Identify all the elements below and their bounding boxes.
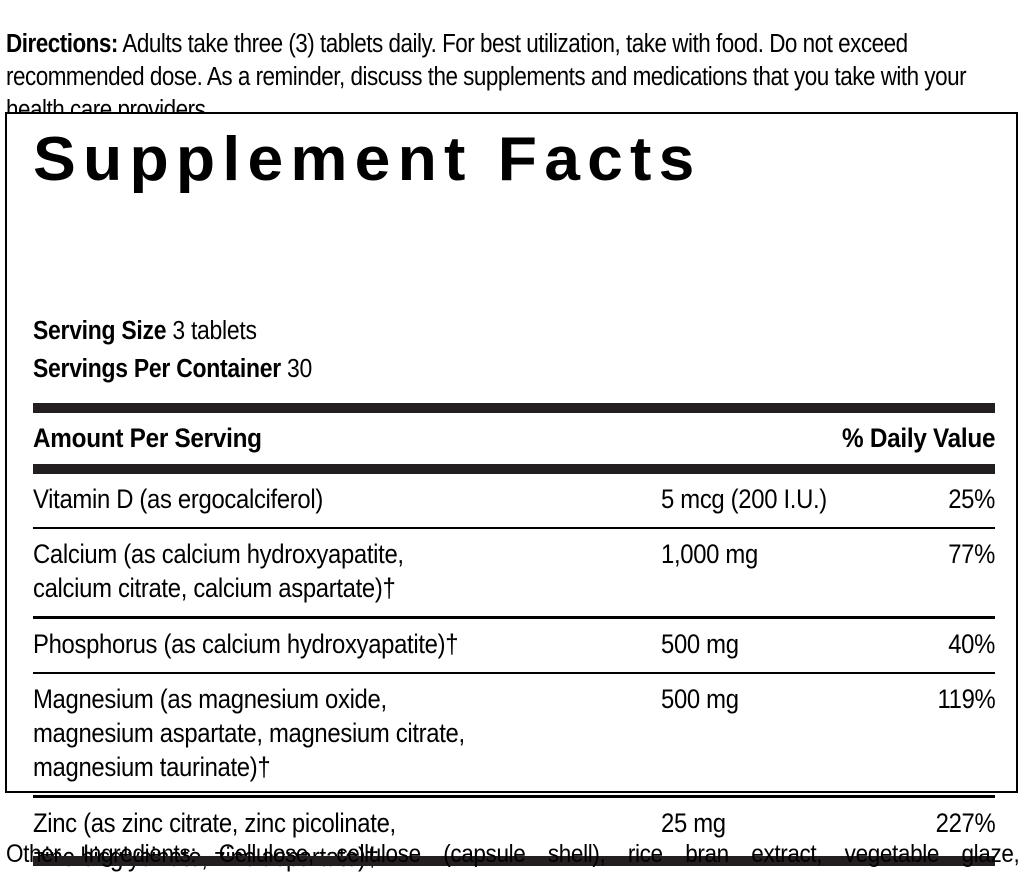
row-separator (33, 616, 995, 619)
serving-size-value: 3 tablets (166, 317, 257, 345)
daily-value-header: % Daily Value (841, 423, 995, 453)
directions-label: Directions: (6, 29, 118, 58)
row-separator (33, 671, 995, 675)
nutrient-name-line: Phosphorus (as calcium hydroxyapatite)† (33, 628, 459, 659)
nutrient-name: Magnesium (as magnesium oxide, magnesium … (33, 682, 663, 784)
servings-per-container-value: 30 (280, 355, 312, 383)
nutrient-name-line: magnesium aspartate, magnesium citrate, (33, 718, 465, 749)
nutrient-daily-value: 25% (948, 484, 995, 514)
nutrient-amount: 25 mg (661, 807, 726, 838)
nutrient-daily-value: 40% (948, 628, 995, 659)
nutrient-name-line: magnesium taurinate)† (33, 752, 271, 783)
nutrient-name-line: calcium citrate, calcium aspartate)† (33, 573, 396, 604)
nutrient-name-line: Calcium (as calcium hydroxyapatite, (33, 539, 404, 570)
nutrient-amount: 5 mcg (200 I.U.) (661, 484, 827, 514)
nutrient-daily-value: 227% (935, 807, 995, 838)
servings-per-container-line: Servings Per Container 30 (33, 350, 987, 388)
other-ingredients-line-1: Other Ingredients: Cellulose, cellulose … (6, 840, 1020, 868)
supplement-facts-title: Supplement Facts (33, 125, 702, 194)
supplement-facts-box: Supplement Facts Serving Size 3 tablets … (5, 112, 1018, 872)
nutrient-name-line: Vitamin D (as ergocalciferol) (33, 484, 323, 514)
nutrient-name: Calcium (as calcium hydroxyapatite, calci… (33, 537, 663, 605)
table-header-row: Amount Per Serving % Daily Value (33, 423, 995, 459)
row-separator (33, 795, 995, 798)
nutrient-name: Phosphorus (as calcium hydroxyapatite)† (33, 627, 663, 661)
servings-per-container-label: Servings Per Container (33, 355, 281, 383)
nutrient-daily-value: 77% (948, 539, 995, 570)
serving-size-line: Serving Size 3 tablets (33, 312, 987, 350)
nutrient-name-line: Magnesium (as magnesium oxide, (33, 684, 387, 715)
nutrient-name: Vitamin D (as ergocalciferol) (33, 482, 663, 516)
other-ingredients-line-2: sunflower oil, silica, maltodextrin. (6, 872, 1019, 879)
nutrient-name-line: Zinc (as zinc citrate, zinc picolinate, (33, 807, 396, 838)
nutrient-amount: 500 mg (661, 684, 739, 715)
amount-per-serving-header: Amount Per Serving (33, 423, 262, 453)
directions-paragraph: Directions: Adults take three (3) tablet… (6, 28, 1020, 127)
nutrient-amount: 1,000 mg (661, 539, 758, 570)
serving-size-label: Serving Size (33, 317, 167, 345)
serving-information: Serving Size 3 tablets Servings Per Cont… (33, 312, 987, 388)
thick-rule-bottom (33, 856, 995, 866)
row-separator (33, 527, 995, 530)
thick-rule-below-header (33, 464, 995, 474)
other-ingredients-paragraph: Other Ingredients: Cellulose, cellulose … (6, 837, 1020, 879)
nutrient-daily-value: 119% (937, 684, 995, 715)
directions-text: Adults take three (3) tablets daily. For… (6, 29, 967, 124)
thick-rule-top (33, 403, 995, 413)
nutrient-amount: 500 mg (661, 628, 739, 659)
